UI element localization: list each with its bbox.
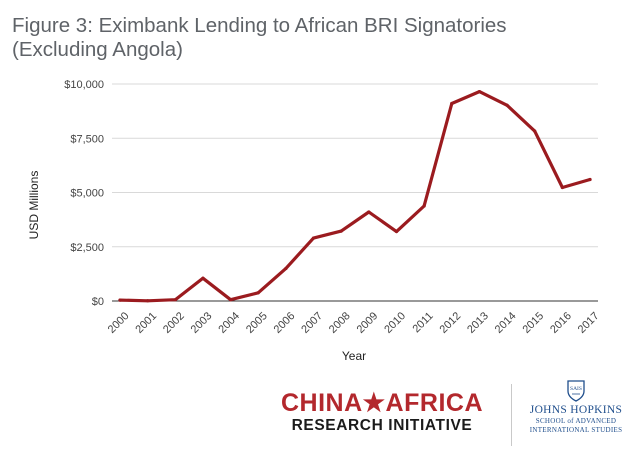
data-point bbox=[394, 229, 399, 234]
johns-hopkins-sais-logo: SAIS JOHNS HOPKINS SCHOOL of ADVANCED IN… bbox=[516, 380, 636, 435]
x-axis-label: Year bbox=[342, 349, 366, 363]
x-tick-label: 2013 bbox=[465, 310, 491, 336]
x-tick-label: 2002 bbox=[161, 310, 187, 336]
x-tick-label: 2005 bbox=[244, 310, 270, 336]
shield-text: SAIS bbox=[570, 386, 582, 392]
data-point bbox=[505, 103, 509, 107]
x-axis-ticks: 2000 2001 2002 2003 2004 2005 2006 2007 2008 2009… bbox=[106, 310, 602, 336]
x-tick-label: 2007 bbox=[299, 310, 325, 336]
x-tick-label: 2014 bbox=[493, 310, 519, 336]
logo-divider bbox=[511, 384, 512, 446]
jhu-sub1: SCHOOL of ADVANCED bbox=[535, 417, 617, 425]
x-tick-label: 2010 bbox=[382, 310, 408, 336]
line-chart: $0 $2,500 $5,000 $7,500 $10,000 2000 2001 2002… bbox=[27, 79, 602, 363]
data-point bbox=[256, 291, 260, 295]
x-tick-label: 2006 bbox=[272, 310, 298, 336]
chart-title: Figure 3: Eximbank Lending to African BR… bbox=[12, 14, 507, 61]
data-point bbox=[311, 236, 316, 240]
data-point bbox=[118, 298, 122, 302]
y-tick-label: $5,000 bbox=[70, 188, 104, 200]
data-point bbox=[173, 298, 177, 302]
jhu-school: SCHOOL of ADVANCED INTERNATIONAL STUDIES bbox=[516, 417, 636, 435]
y-tick-label: $2,500 bbox=[70, 242, 104, 254]
data-point bbox=[533, 129, 537, 133]
gridlines bbox=[112, 83, 598, 302]
jhu-name: JOHNS HOPKINS bbox=[529, 404, 623, 416]
x-tick-label: 2003 bbox=[189, 310, 215, 336]
x-tick-label: 2000 bbox=[106, 310, 132, 336]
x-tick-label: 2011 bbox=[410, 310, 435, 335]
shield-icon: SAIS bbox=[567, 380, 585, 402]
data-point bbox=[477, 89, 482, 94]
y-tick-label: $10,000 bbox=[64, 79, 104, 91]
y-tick-label: $7,500 bbox=[70, 133, 104, 145]
data-point bbox=[201, 276, 205, 280]
y-axis-label: USD Millions bbox=[27, 171, 41, 240]
china-africa-research-initiative-logo: CHINA★AFRICA RESEARCH INITIATIVE bbox=[262, 390, 502, 436]
data-point bbox=[284, 266, 288, 271]
jhu-sub2: INTERNATIONAL STUDIES bbox=[529, 426, 623, 434]
y-axis-ticks: $0 $2,500 $5,000 $7,500 $10,000 bbox=[64, 79, 104, 308]
x-tick-label: 2017 bbox=[576, 310, 602, 336]
footer-logos: CHINA★AFRICA RESEARCH INITIATIVE SAIS JO… bbox=[0, 376, 640, 457]
data-point bbox=[450, 101, 454, 106]
data-point bbox=[588, 177, 592, 182]
x-tick-label: 2012 bbox=[438, 310, 464, 336]
data-point bbox=[560, 185, 564, 190]
x-tick-label: 2001 bbox=[133, 310, 159, 336]
data-point bbox=[339, 229, 343, 233]
series-line bbox=[118, 89, 592, 303]
data-point bbox=[422, 204, 426, 208]
data-point bbox=[367, 210, 371, 214]
series-layer bbox=[118, 89, 592, 303]
data-point bbox=[146, 299, 150, 303]
y-tick-label: $0 bbox=[92, 296, 104, 308]
x-tick-label: 2004 bbox=[216, 310, 242, 336]
x-tick-label: 2009 bbox=[355, 310, 381, 336]
data-point bbox=[228, 298, 233, 302]
x-tick-label: 2016 bbox=[548, 310, 574, 336]
x-tick-label: 2015 bbox=[520, 310, 546, 336]
logo-line2: RESEARCH INITIATIVE bbox=[291, 417, 473, 434]
logo-line1: CHINA★AFRICA bbox=[280, 389, 483, 417]
x-tick-label: 2008 bbox=[327, 310, 353, 336]
